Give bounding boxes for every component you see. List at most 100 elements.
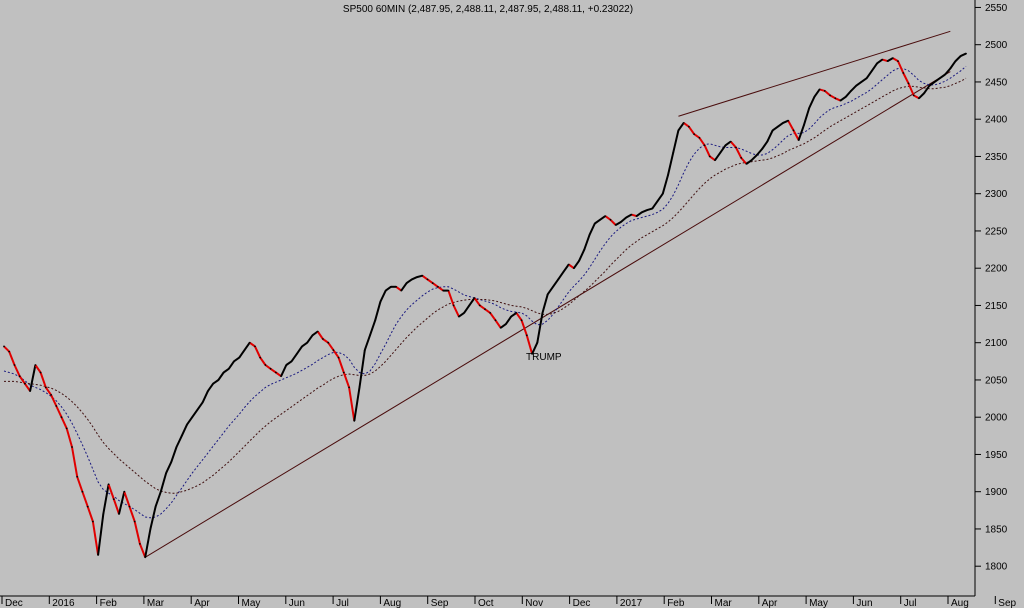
price-segment-47 [243,342,251,351]
price-point-135 [708,155,711,158]
price-point-148 [776,125,779,128]
price-segment-15 [76,476,84,493]
price-point-7 [39,371,42,374]
x-tick-label-20: Aug [951,598,969,608]
price-point-112 [588,233,591,236]
price-point-77 [405,282,408,284]
price-segment-34 [175,435,183,448]
price-segment-184 [960,52,967,57]
price-point-13 [71,446,73,448]
price-point-163 [855,84,858,87]
price-point-181 [949,67,952,70]
x-tick-label-9: Sep [431,598,449,608]
price-point-142 [745,163,748,165]
price-segment-58 [301,341,308,348]
price-segment-60 [311,330,319,337]
price-segment-117 [609,219,617,226]
price-segment-176 [918,92,925,100]
price-point-125 [656,200,659,203]
x-axis: Dec 2016 Feb Mar Apr May Jun Jul Aug Sep Oct Nov Dec… [0,595,1017,608]
price-segment-179 [934,77,941,83]
price-point-97 [510,315,512,318]
price-point-115 [604,215,607,218]
price-segment-123 [641,209,648,214]
x-tick-label-21: Sep [998,598,1016,608]
price-point-131 [688,125,690,128]
price-segment-64 [332,349,340,359]
price-segment-17 [86,506,94,522]
price-segment-127 [661,174,669,194]
price-point-129 [677,129,680,132]
price-segment-112 [583,234,591,250]
x-tick-label-5: May [242,598,261,608]
price-segment-44 [227,360,235,370]
x-tick-label-19: Jul [904,598,917,608]
annotation-layer: TRUMP [526,352,562,363]
price-segment-3 [13,364,21,377]
price-segment-141 [735,147,743,159]
price-point-164 [860,81,863,83]
price-segment-103 [536,312,544,343]
price-segment-181 [944,67,952,76]
price-point-54 [285,364,288,366]
price-point-184 [965,52,967,55]
price-segment-62 [322,338,329,344]
price-point-126 [661,192,664,195]
price-point-119 [625,216,628,219]
price-segment-145 [756,148,763,156]
price-segment-80 [416,274,423,279]
price-segment-61 [316,330,324,340]
price-point-168 [881,58,884,61]
price-point-76 [400,289,403,292]
price-point-130 [682,122,685,124]
price-segment-28 [144,528,152,558]
price-point-30 [159,490,162,493]
price-segment-26 [133,521,141,545]
price-point-132 [693,133,695,136]
x-tick-label-18: Jun [856,598,872,608]
price-segment-2 [8,351,16,366]
price-point-127 [667,174,669,177]
y-tick-label-2200: 2200 [985,264,1008,275]
price-segment-143 [745,159,753,165]
price-segment-122 [636,211,643,217]
price-segment-69 [358,349,366,388]
price-segment-77 [400,282,408,292]
price-point-81 [426,278,429,281]
price-point-111 [583,248,586,251]
price-segment-118 [615,221,622,226]
price-segment-140 [729,140,737,149]
price-segment-151 [787,120,795,131]
price-segment-162 [845,90,852,98]
price-segment-89 [463,304,471,314]
price-segment-158 [824,90,831,97]
price-point-99 [520,319,523,322]
price-segment-136 [709,155,716,162]
price-segment-129 [672,130,680,153]
price-point-122 [640,211,643,214]
price-point-51 [269,367,272,370]
price-point-89 [468,304,471,307]
price-point-71 [374,319,377,322]
price-point-33 [175,446,178,448]
price-point-75 [395,285,397,288]
price-segment-180 [939,73,946,80]
price-point-109 [573,267,575,270]
price-segment-166 [865,70,873,79]
x-tick-label-8: Aug [383,598,401,608]
price-segment-43 [223,367,230,374]
price-segment-102 [531,342,539,355]
price-segment-168 [876,58,883,65]
price-segment-1 [3,345,10,353]
y-tick-label-2500: 2500 [985,40,1008,51]
price-segment-149 [777,122,784,128]
price-point-86 [452,304,455,307]
price-segment-98 [510,312,517,318]
price-segment-128 [667,152,675,176]
price-point-24 [128,505,131,508]
price-series-layer [3,52,967,559]
price-segment-105 [546,286,554,295]
x-tick-label-2: Feb [100,598,118,608]
y-tick-label-2000: 2000 [985,413,1008,424]
price-segment-7 [34,364,42,374]
